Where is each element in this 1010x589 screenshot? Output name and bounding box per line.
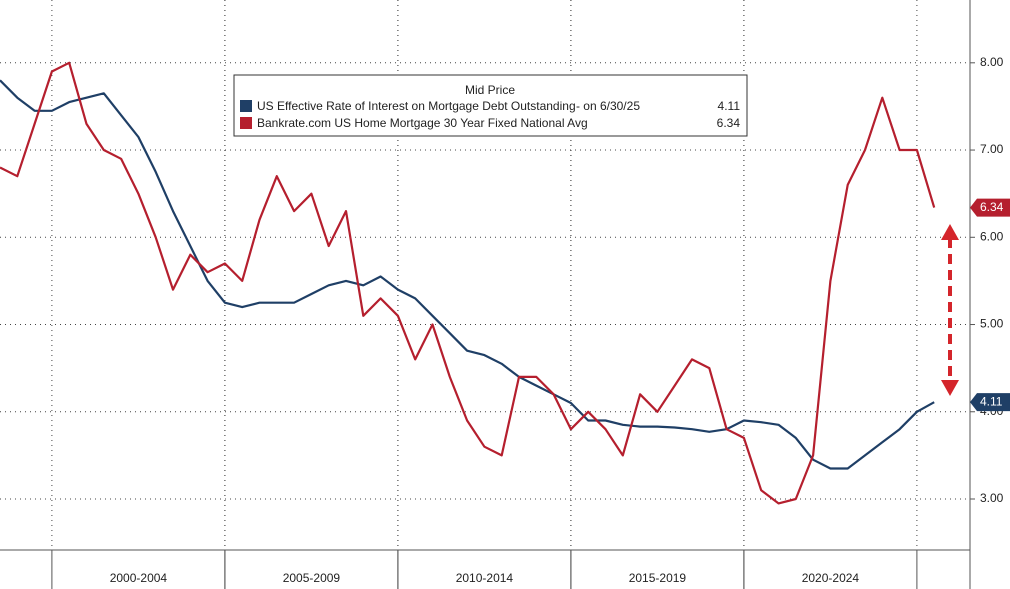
legend-title: Mid Price (465, 83, 515, 97)
legend-value: 6.34 (717, 116, 741, 130)
x-tick-label: 2010-2014 (456, 571, 514, 585)
price-tag-label: 6.34 (980, 200, 1004, 214)
legend-value: 4.11 (718, 99, 741, 113)
y-tick-label: 8.00 (980, 55, 1004, 69)
price-tag-label: 4.11 (980, 394, 1003, 408)
y-tick-label: 6.00 (980, 229, 1004, 243)
plot-area (0, 0, 970, 550)
legend-label: Bankrate.com US Home Mortgage 30 Year Fi… (257, 116, 588, 130)
series-line (0, 79, 935, 470)
y-tick-label: 5.00 (980, 317, 1004, 331)
spread-arrow (941, 224, 959, 396)
legend-label: US Effective Rate of Interest on Mortgag… (257, 99, 576, 113)
price-tag (970, 198, 1010, 217)
legend-swatch (240, 100, 252, 112)
x-tick-label: 2005-2009 (283, 571, 341, 585)
legend: Mid Price US Effective Rate of Interest … (233, 74, 748, 137)
series-line (0, 61, 936, 505)
x-tick-label: 2020-2024 (802, 571, 860, 585)
x-tick-label: 2000-2004 (110, 571, 168, 585)
y-tick-label: 7.00 (980, 142, 1004, 156)
x-tick-label: 2015-2019 (629, 571, 687, 585)
legend-note: - on 6/30/25 (576, 99, 640, 113)
price-tag (970, 393, 1010, 412)
legend-box (233, 74, 748, 137)
legend-swatch (240, 117, 252, 129)
y-tick-label: 3.00 (980, 491, 1004, 505)
